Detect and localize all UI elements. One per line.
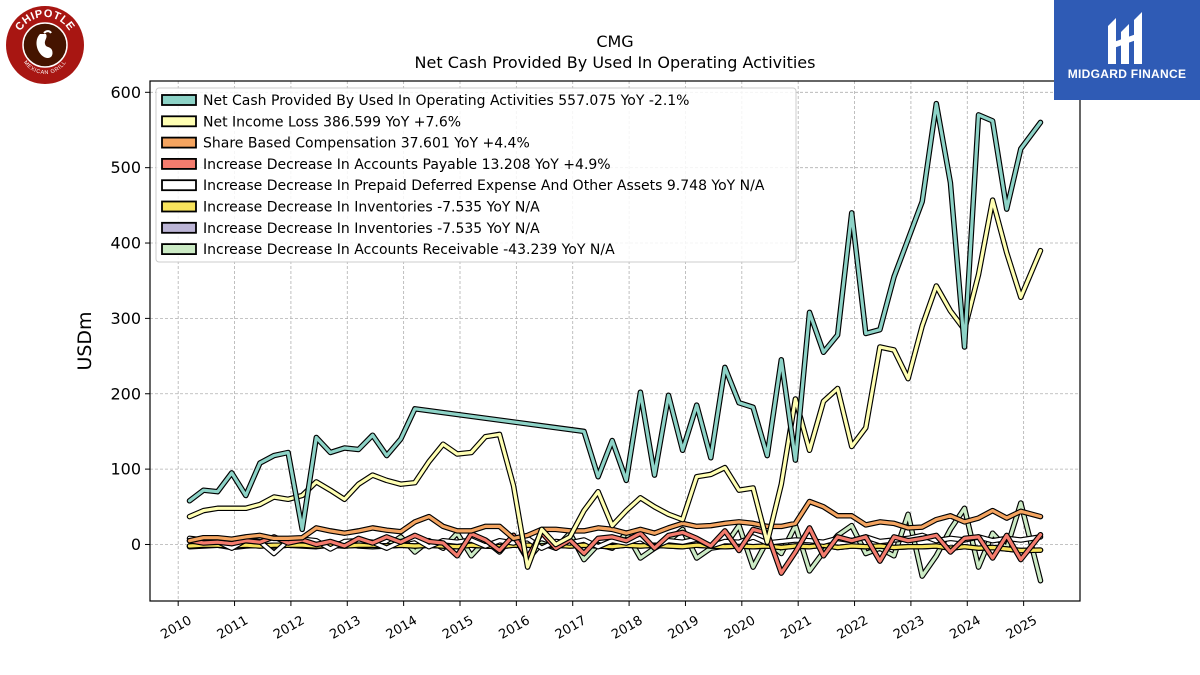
x-tick-label: 2024 <box>947 613 983 643</box>
x-tick-label: 2017 <box>553 613 589 643</box>
series-line <box>187 526 1043 575</box>
legend-box <box>155 87 797 263</box>
legend-swatch <box>161 115 197 128</box>
y-tick-label: 200 <box>110 384 141 403</box>
y-tick-label: 400 <box>110 234 141 253</box>
legend-swatch <box>161 136 197 149</box>
legend: Net Cash Provided By Used In Operating A… <box>155 87 797 263</box>
x-tick-label: 2014 <box>384 613 420 643</box>
x-tick-label: 2020 <box>722 613 758 643</box>
y-axis: 0 100 200 300 400 500 600 <box>110 83 150 554</box>
x-tick-label: 2023 <box>891 613 927 643</box>
x-tick-label: 2021 <box>778 613 814 643</box>
y-axis-label: USDm <box>74 311 96 370</box>
legend-swatch <box>161 157 197 170</box>
x-tick-label: 2022 <box>835 613 871 643</box>
y-tick-label: 600 <box>110 83 141 102</box>
chart-subtitle: Net Cash Provided By Used In Operating A… <box>415 53 816 72</box>
x-tick-label: 2012 <box>271 613 307 643</box>
legend-item: Net Cash Provided By Used In Operating A… <box>203 93 690 109</box>
legend-swatch <box>161 243 197 256</box>
series-line <box>187 543 1043 553</box>
x-tick-label: 2011 <box>215 613 251 643</box>
y-tick-label: 100 <box>110 460 141 479</box>
chart-title: CMG <box>596 32 633 51</box>
series-line <box>187 499 1043 543</box>
x-tick-label: 2018 <box>609 613 645 643</box>
series-line <box>187 102 1043 531</box>
legend-item: Net Income Loss 386.599 YoY +7.6% <box>203 114 461 130</box>
x-tick-label: 2015 <box>440 613 476 643</box>
y-tick-label: 500 <box>110 158 141 177</box>
series-lines <box>186 100 1044 584</box>
x-tick-label: 2016 <box>497 613 533 643</box>
plot-frame <box>149 80 1081 602</box>
legend-item: Increase Decrease In Accounts Receivable… <box>203 242 615 258</box>
legend-swatch <box>161 179 197 192</box>
series-line <box>187 198 1043 569</box>
x-tick-label: 2025 <box>1004 613 1040 643</box>
y-tick-label: 300 <box>110 309 141 328</box>
midgard-finance-logo-icon <box>1108 12 1142 64</box>
midgard-finance-logo-text: MIDGARD FINANCE <box>1067 67 1187 81</box>
chipotle-logo-icon: CHIPOTLE MEXICAN GRILL <box>6 6 84 84</box>
x-tick-label: 2019 <box>666 613 702 643</box>
y-tick-label: 0 <box>131 535 141 554</box>
x-tick-label: 2013 <box>327 613 363 643</box>
legend-item: Increase Decrease In Inventories -7.535 … <box>203 221 540 237</box>
legend-swatch <box>161 221 197 234</box>
legend-item: Increase Decrease In Accounts Payable 13… <box>203 157 611 173</box>
chipotle-logo: CHIPOTLE MEXICAN GRILL <box>4 4 86 86</box>
legend-item: Increase Decrease In Prepaid Deferred Ex… <box>203 178 765 194</box>
legend-swatch <box>161 94 197 106</box>
x-axis: 2010 2011 2012 2013 2014 2015 2016 2017 2018 2019… <box>158 601 1040 643</box>
x-tick-label: 2010 <box>158 613 194 643</box>
legend-swatch <box>161 200 197 213</box>
legend-item: Increase Decrease In Inventories -7.535 … <box>203 200 540 216</box>
midgard-finance-logo: MIDGARD FINANCE <box>1054 0 1200 100</box>
legend-item: Share Based Compensation 37.601 YoY +4.4… <box>203 136 530 152</box>
